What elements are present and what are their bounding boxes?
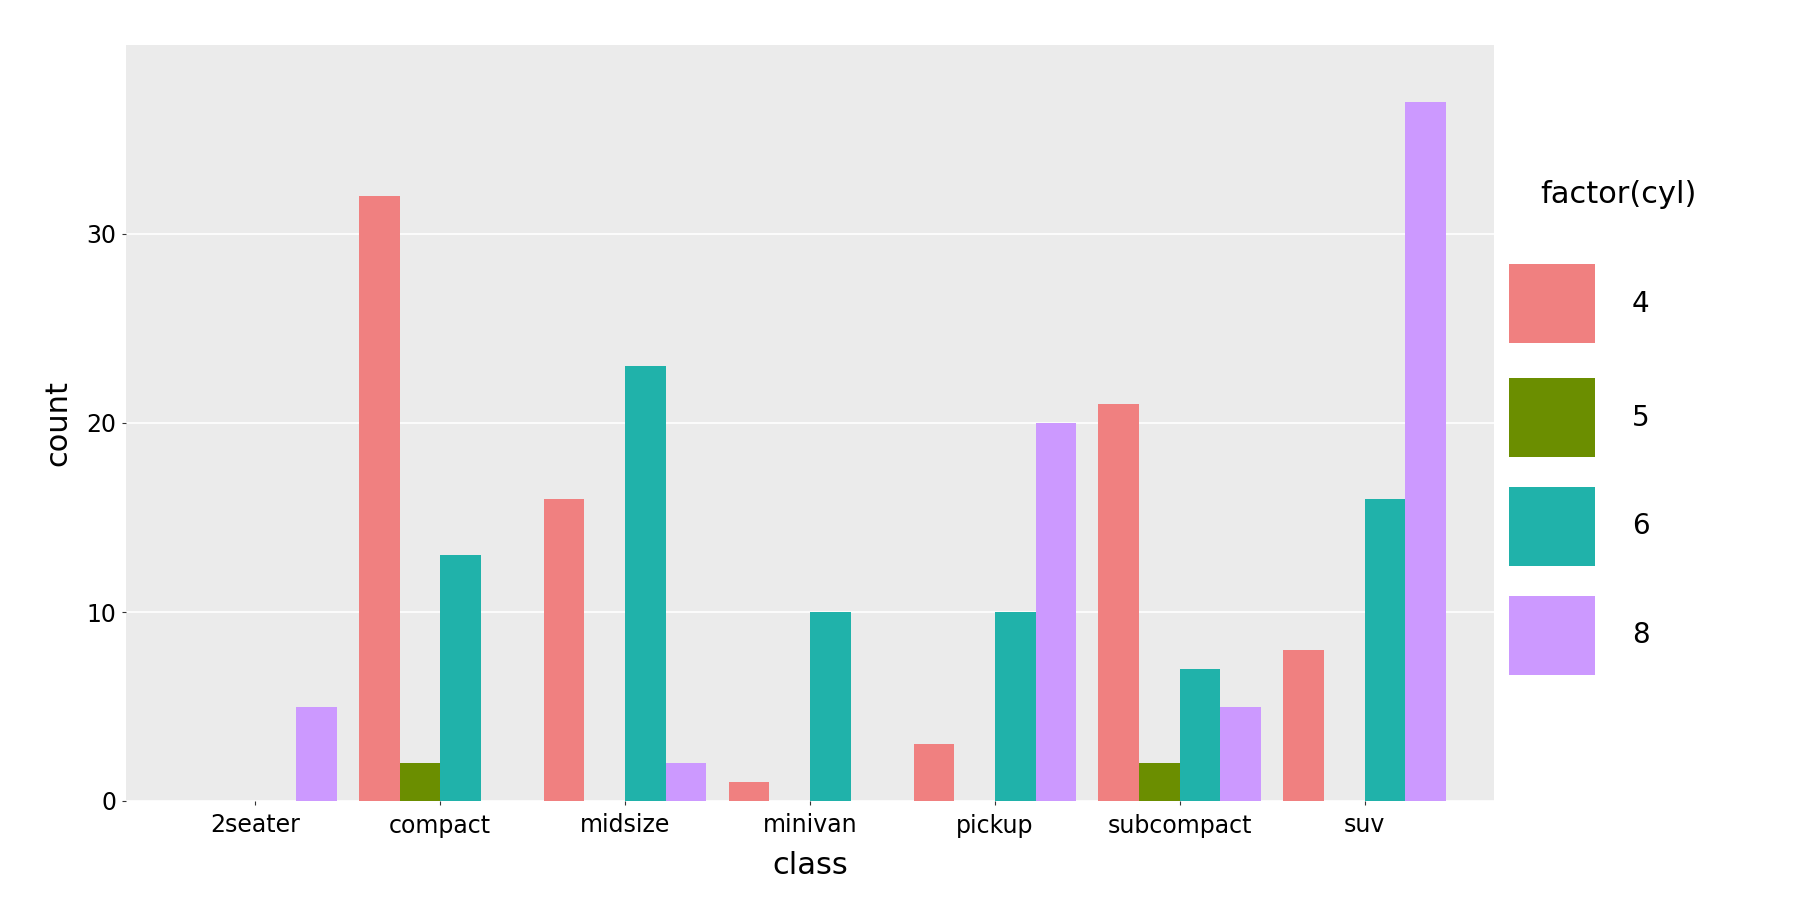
Text: 5: 5 xyxy=(1631,403,1649,432)
Bar xyxy=(1508,378,1595,457)
Bar xyxy=(810,612,851,801)
Bar xyxy=(995,612,1035,801)
Bar xyxy=(1508,487,1595,566)
Bar xyxy=(1364,499,1406,801)
Bar xyxy=(1098,404,1139,801)
Bar xyxy=(1139,763,1179,801)
Bar xyxy=(358,196,400,801)
Bar xyxy=(1179,669,1220,801)
Bar xyxy=(295,706,337,801)
Text: 4: 4 xyxy=(1631,290,1649,318)
Bar xyxy=(1283,650,1325,801)
Text: 8: 8 xyxy=(1631,621,1649,650)
Bar xyxy=(1220,706,1262,801)
Bar xyxy=(625,366,666,801)
Bar xyxy=(441,555,481,801)
X-axis label: class: class xyxy=(772,851,848,880)
Y-axis label: count: count xyxy=(43,380,72,466)
Bar xyxy=(914,744,954,801)
Bar xyxy=(1508,596,1595,675)
Bar xyxy=(1035,423,1076,801)
Text: 6: 6 xyxy=(1631,512,1649,541)
Bar xyxy=(544,499,585,801)
Bar xyxy=(666,763,706,801)
Bar xyxy=(1508,264,1595,343)
Bar xyxy=(729,782,769,801)
Bar xyxy=(1406,102,1445,801)
Bar xyxy=(400,763,441,801)
Text: factor(cyl): factor(cyl) xyxy=(1541,180,1696,209)
